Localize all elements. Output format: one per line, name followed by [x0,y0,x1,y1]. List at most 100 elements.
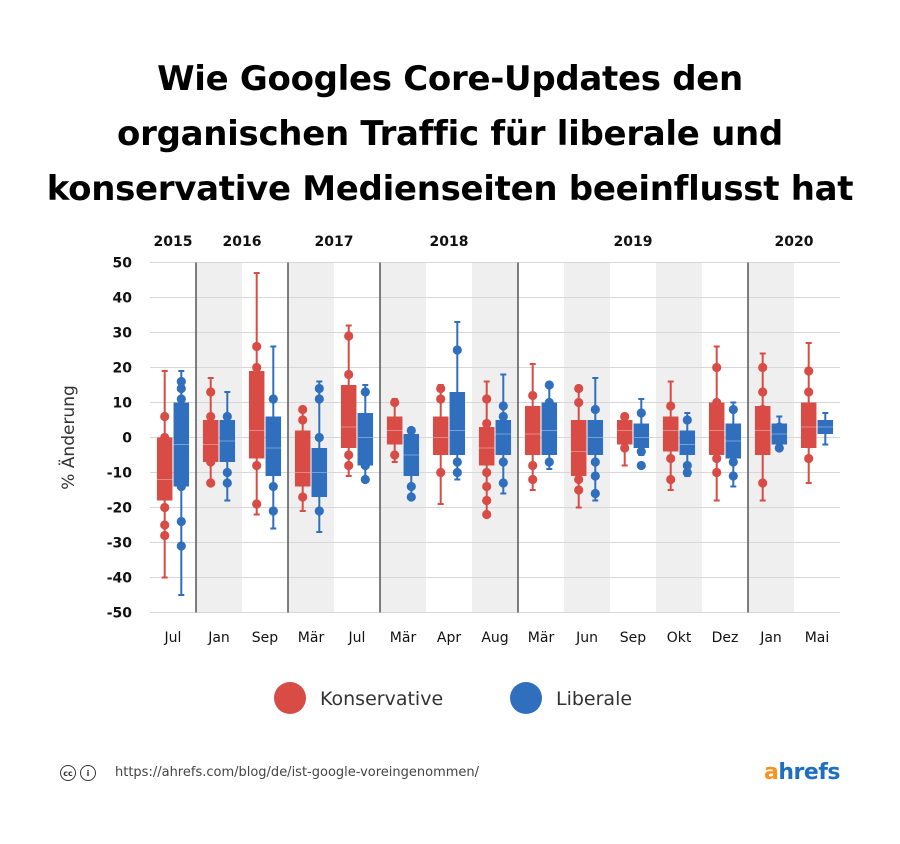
conservative-box [386,416,403,445]
liberal-point [360,474,370,485]
y-tick-label: -30 [107,536,133,552]
liberal-box [357,413,374,466]
liberal-box [403,434,420,476]
conservative-point [436,383,446,394]
x-tick-label: Jun [575,630,598,646]
conservative-point [712,362,722,373]
x-tick-label: Sep [620,630,647,646]
y-tick-label: 40 [113,291,133,307]
y-tick-label: -20 [107,501,133,517]
conservative-box [662,416,679,452]
liberal-box-group [219,391,236,502]
conservative-point [160,411,170,422]
attribution-icon: i [80,765,96,781]
conservative-point [758,478,768,488]
liberal-point [590,404,600,415]
liberal-legend-label: Liberale [556,688,632,710]
liberal-point [406,492,416,502]
conservative-point [436,394,446,404]
conservative-point [528,390,538,401]
liberal-box-group [587,377,604,502]
liberal-point [360,460,370,471]
liberal-point [590,471,600,481]
creative-commons-icon: cc [60,765,76,781]
x-tick-label: Dez [712,630,739,646]
x-tick-label: Mai [805,630,830,646]
conservative-point [344,460,354,471]
liberal-point [268,506,278,516]
conservative-point [804,387,814,397]
year-label: 2017 [315,234,354,250]
liberal-point [314,394,324,404]
liberal-box-group [679,412,696,478]
liberal-box [633,423,650,448]
conservative-box [708,402,725,455]
liberal-point [682,460,692,471]
conservative-point [574,383,584,394]
liberal-point [590,488,600,499]
conservative-box-group [386,397,403,463]
liberal-point [498,411,508,422]
conservative-point [528,474,538,485]
y-tick-label: 20 [113,361,133,377]
liberal-box [311,448,328,497]
x-tick-label: Mär [390,630,417,646]
year-label: 2020 [775,234,814,250]
conservative-point [160,432,170,443]
conservative-point [758,387,768,397]
conservative-point [252,460,262,471]
conservative-box [524,406,541,455]
y-tick-label: -40 [107,571,133,587]
year-label: 2019 [614,234,653,250]
liberal-box-group [541,380,558,470]
liberal-point [544,380,554,390]
y-tick-label: 0 [122,431,132,447]
conservative-point [758,362,768,373]
liberal-box [449,392,466,455]
conservative-point [528,460,538,471]
conservative-point [206,457,216,467]
conservative-box-group [754,352,771,502]
license-icons: cc i [60,765,96,781]
conservative-point [298,492,308,502]
conservative-point [436,467,446,478]
conservative-point [712,453,722,464]
conservative-point [804,453,814,464]
liberal-box [817,420,834,434]
x-tick-label: Jan [759,630,782,646]
conservative-point [574,397,584,408]
x-tick-label: Okt [667,630,692,646]
x-tick-label: Jul [348,630,366,646]
x-tick-label: Jan [207,630,230,646]
source-url[interactable]: https://ahrefs.com/blog/de/ist-google-vo… [115,765,480,780]
liberal-point [498,478,508,488]
title-line-1: Wie Googles Core-Updates den [157,59,743,99]
liberal-box-group [725,401,742,488]
liberal-point [222,478,232,488]
liberal-box-group [265,345,282,530]
conservative-box [800,402,817,448]
liberal-point [636,446,646,457]
conservative-point [482,418,492,429]
ahrefs-logo: ahrefs [764,760,840,785]
conservative-box [616,420,633,445]
conservative-point [482,394,492,404]
liberal-point [176,541,186,551]
x-tick-label: Jul [164,630,182,646]
conservative-box [202,420,219,462]
liberal-point [728,457,738,467]
liberal-point [314,383,324,394]
conservative-box [570,420,587,476]
conservative-box-group [708,345,725,502]
conservative-box [754,406,771,455]
conservative-point [574,485,584,495]
liberal-point [268,394,278,404]
conservative-point [482,495,492,506]
liberal-point [360,387,370,397]
conservative-box [478,427,495,466]
year-label: 2016 [223,234,262,250]
conservative-box-group [340,324,357,477]
conservative-box-group [432,383,449,505]
conservative-box-group [570,383,587,509]
